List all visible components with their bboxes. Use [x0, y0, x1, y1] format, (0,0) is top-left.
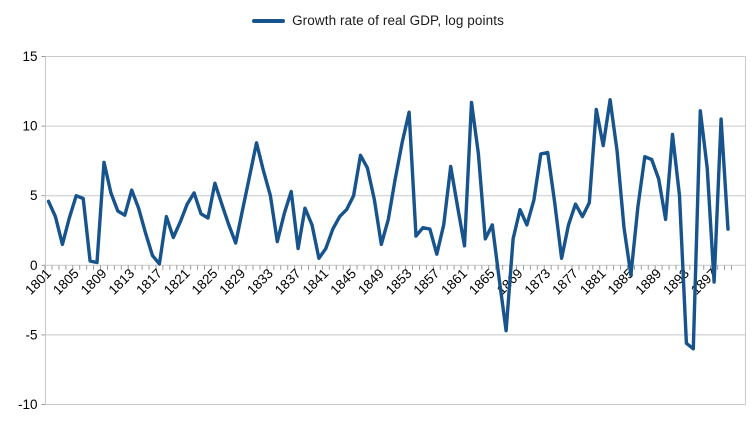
- y-axis-label: -5: [25, 327, 37, 342]
- x-axis-label: 1893: [660, 266, 692, 298]
- y-axis-label: 10: [22, 119, 37, 134]
- x-axis-label: 1845: [327, 266, 359, 298]
- x-axis-label: 1837: [272, 266, 304, 298]
- y-axis-label: -10: [18, 397, 38, 412]
- x-axis-label: 1877: [549, 266, 581, 298]
- x-axis-label: 1821: [161, 266, 193, 298]
- gdp-growth-series-line: [46, 97, 730, 351]
- x-axis-label: 1829: [216, 266, 248, 298]
- x-axis-label: 1865: [466, 266, 498, 298]
- x-axis-label: 1841: [300, 266, 332, 298]
- x-axis-label: 1809: [78, 266, 110, 298]
- x-axis-label: 1817: [133, 266, 165, 298]
- x-axis-label: 1873: [521, 266, 553, 298]
- x-axis-label: 1825: [189, 266, 221, 298]
- x-axis-label: 1881: [577, 266, 609, 298]
- series-legend-label: Growth rate of real GDP, log points: [292, 13, 504, 28]
- x-axis-label: 1853: [383, 266, 415, 298]
- y-axis-label: 5: [30, 188, 38, 203]
- x-axis-label: 1857: [411, 266, 443, 298]
- x-axis-label: 1801: [22, 266, 54, 298]
- y-axis-label: 0: [30, 258, 38, 273]
- x-axis-label: 1813: [105, 266, 137, 298]
- x-axis-label: 1861: [438, 266, 470, 298]
- chart-legend: Growth rate of real GDP, log points: [0, 13, 756, 28]
- x-axis-label: 1849: [355, 266, 387, 298]
- x-axis-label: 1889: [632, 266, 664, 298]
- x-axis-label: 1805: [50, 266, 82, 298]
- x-axis-label: 1833: [244, 266, 276, 298]
- y-axis-label: 15: [22, 49, 37, 64]
- series-line-swatch: [252, 18, 286, 23]
